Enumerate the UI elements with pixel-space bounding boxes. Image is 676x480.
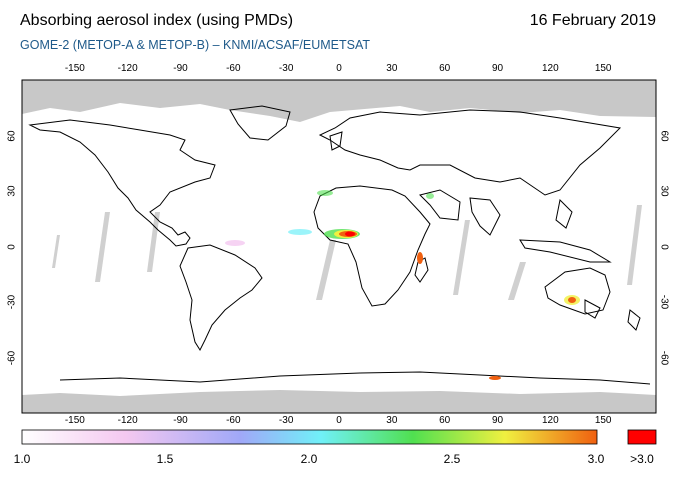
latitude-tick-left: -30 [6,294,18,310]
longitude-tick-top: -120 [117,63,138,74]
no-data-antarctic [22,390,656,413]
longitude-tick-top: -90 [173,63,188,74]
latitude-tick-left: 30 [6,185,18,197]
longitude-tick-top: 30 [386,63,398,74]
no-data-arctic [22,80,656,122]
latitude-tick-right: -60 [658,350,670,365]
colorbar-over-label: >3.0 [630,452,654,466]
latitude-tick-right: 60 [658,129,670,142]
latitude-tick-left: 60 [6,129,18,142]
longitude-tick-top: 120 [541,63,559,74]
coastlines [28,105,651,385]
longitude-tick-top: 60 [439,63,451,74]
longitude-tick-top: -60 [226,63,241,74]
longitude-tick-bottom: 0 [336,415,342,426]
map-subtitle: GOME-2 (METOP-A & METOP-B) – KNMI/ACSAF/… [20,38,371,52]
map-background [22,80,656,413]
longitude-tick-bottom: -150 [64,415,85,426]
longitude-tick-bottom: 120 [541,415,559,426]
longitude-tick-bottom: 30 [386,415,398,426]
longitude-tick-top: -30 [278,63,294,74]
latitude-tick-left: 0 [6,243,18,250]
longitude-tick-top: 0 [336,63,342,74]
longitude-tick-bottom: 90 [491,415,504,426]
map-frame [21,79,657,414]
colorbar-over [627,429,657,445]
colorbar [21,429,598,445]
latitude-tick-right: 0 [658,243,670,250]
aerosol-hotspots [225,190,580,380]
longitude-tick-bottom: -120 [117,415,138,426]
colorbar-label-2-0: 2.0 [300,452,318,466]
orbit-gaps [52,205,642,300]
latitude-tick-right: 30 [658,185,670,197]
colorbar-label-1-0: 1.0 [13,452,31,466]
colorbar-label-3-0: 3.0 [587,452,605,466]
colorbar-label-1-5: 1.5 [156,452,174,466]
longitude-tick-bottom: -60 [226,415,241,426]
colorbar-label-2-5: 2.5 [443,452,461,466]
longitude-tick-bottom: 60 [439,415,451,426]
longitude-tick-top: 150 [594,63,612,74]
longitude-tick-bottom: 150 [594,415,612,426]
longitude-tick-top: -150 [64,63,85,74]
map-title: Absorbing aerosol index (using PMDs) [20,12,294,29]
map-date: 16 February 2019 [529,12,656,29]
latitude-tick-right: -30 [658,294,670,310]
longitude-tick-bottom: -30 [278,415,294,426]
longitude-tick-bottom: -90 [173,415,188,426]
latitude-tick-left: -60 [6,350,18,365]
longitude-tick-top: 90 [491,63,504,74]
